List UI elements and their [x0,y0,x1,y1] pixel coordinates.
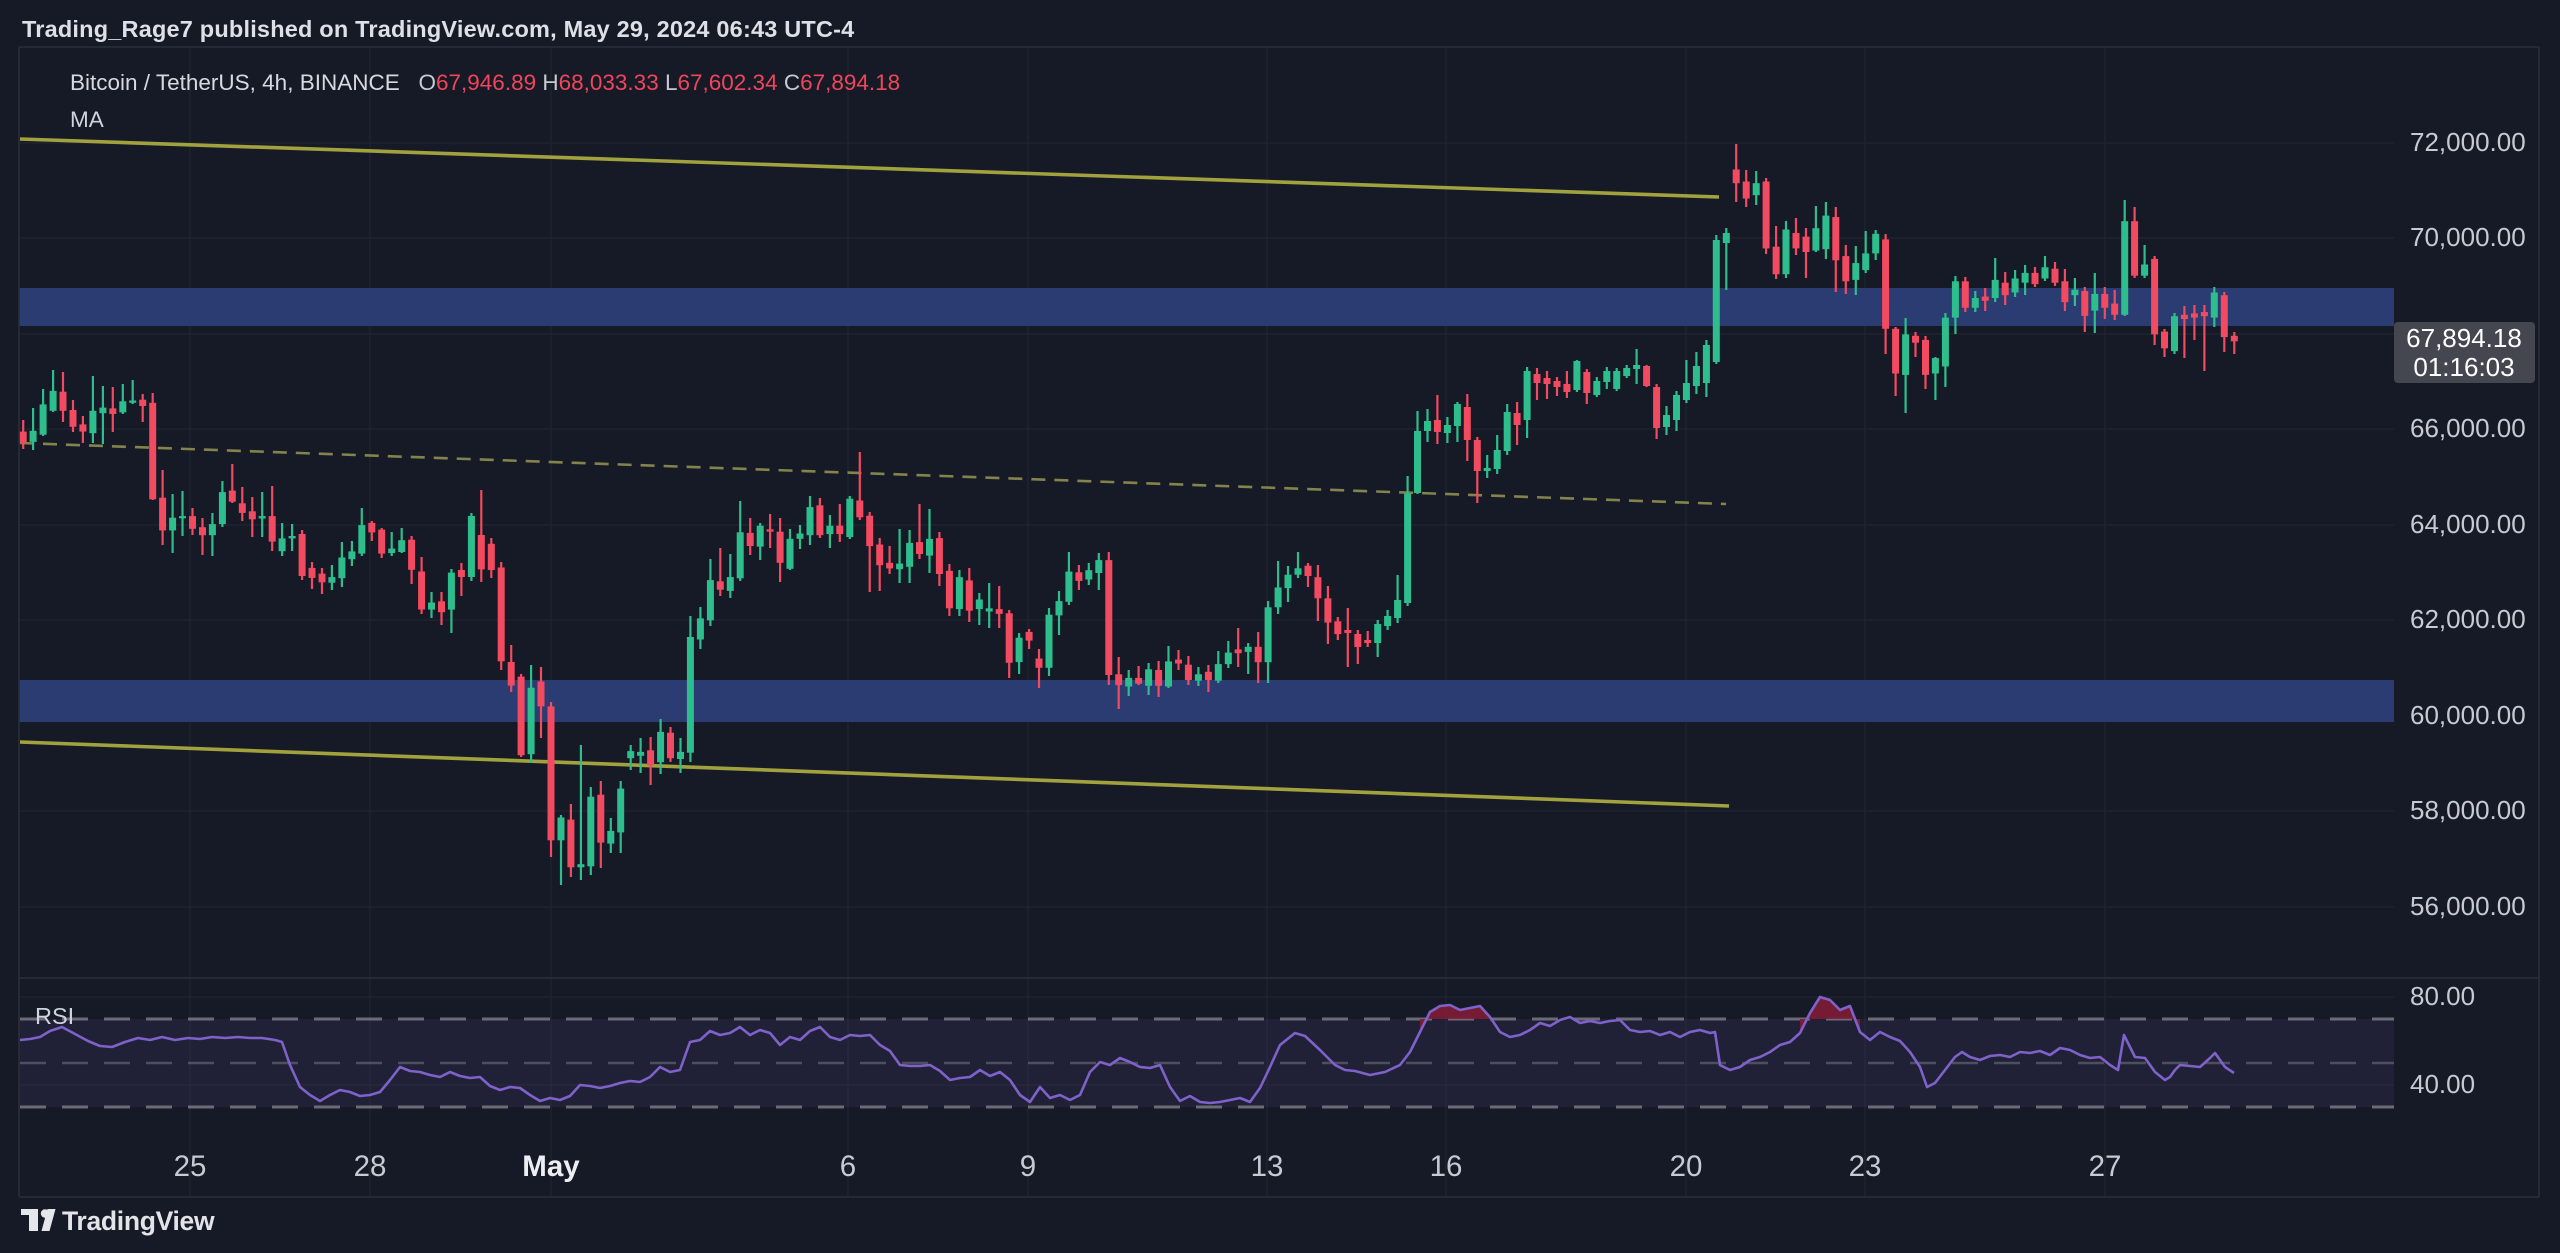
svg-text:01:16:03: 01:16:03 [2413,352,2514,382]
svg-text:20: 20 [1670,1150,1703,1183]
svg-text:70,000.00: 70,000.00 [2410,222,2526,252]
svg-text:64,000.00: 64,000.00 [2410,509,2526,539]
svg-text:40.00: 40.00 [2410,1069,2475,1099]
svg-text:80.00: 80.00 [2410,981,2475,1011]
svg-text:13: 13 [1251,1150,1284,1183]
svg-text:TradingView: TradingView [62,1206,215,1236]
svg-text:28: 28 [354,1150,387,1183]
svg-text:23: 23 [1849,1150,1882,1183]
svg-text:56,000.00: 56,000.00 [2410,891,2526,921]
svg-text:27: 27 [2089,1150,2122,1183]
svg-text:Trading_Rage7 published on Tra: Trading_Rage7 published on TradingView.c… [22,16,854,42]
svg-text:9: 9 [1020,1150,1036,1183]
svg-text:58,000.00: 58,000.00 [2410,795,2526,825]
svg-text:Bitcoin / TetherUS, 4h, BINANC: Bitcoin / TetherUS, 4h, BINANCE O67,946.… [70,70,900,95]
svg-text:62,000.00: 62,000.00 [2410,604,2526,634]
svg-text:67,894.18: 67,894.18 [2406,323,2522,353]
svg-text:RSI: RSI [35,1003,74,1029]
svg-text:72,000.00: 72,000.00 [2410,127,2526,157]
svg-text:25: 25 [174,1150,207,1183]
svg-text:May: May [522,1150,580,1183]
svg-text:16: 16 [1430,1150,1463,1183]
svg-text:66,000.00: 66,000.00 [2410,413,2526,443]
svg-text:MA: MA [70,107,104,132]
svg-text:6: 6 [840,1150,856,1183]
svg-text:60,000.00: 60,000.00 [2410,700,2526,730]
